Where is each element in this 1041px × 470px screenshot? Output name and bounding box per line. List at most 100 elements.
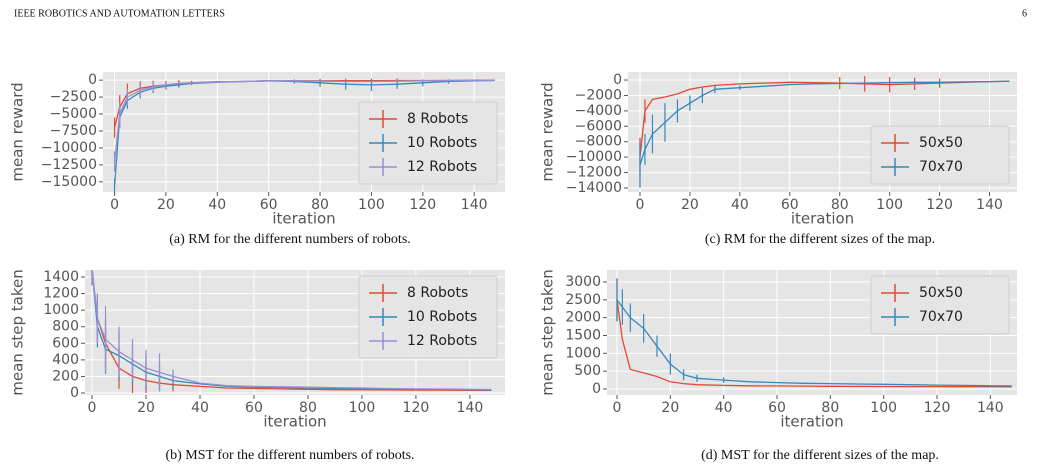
y-tick-label: 400 (52, 352, 79, 368)
x-tick-label: 120 (403, 400, 430, 416)
page-number: 6 (1022, 8, 1027, 19)
y-tick-label: −6000 (575, 118, 622, 134)
y-tick-label: −12500 (41, 157, 97, 173)
figure-caption: (c) RM for the different sizes of the ma… (705, 232, 935, 247)
legend-box (358, 275, 498, 359)
y-tick-label: 2000 (565, 310, 601, 326)
y-axis-label: mean reward (539, 82, 557, 181)
series-group (91, 270, 492, 394)
legend-label: 12 Robots (407, 159, 477, 175)
x-axis-label: iteration (791, 210, 854, 228)
legend-label: 50x50 (919, 135, 963, 151)
x-tick-label: 20 (681, 197, 699, 213)
x-axis-label: iteration (780, 413, 843, 431)
data-line (616, 299, 1012, 388)
figure-caption: (b) MST for the different numbers of rob… (165, 448, 414, 463)
y-tick-label: −5000 (50, 106, 97, 122)
x-tick-label: 120 (926, 197, 953, 213)
y-tick-label: 200 (52, 368, 79, 384)
x-tick-label: 80 (821, 400, 839, 416)
y-tick-label: 0 (613, 72, 622, 88)
y-tick-label: 3000 (565, 274, 601, 290)
x-tick-label: 20 (157, 197, 175, 213)
x-tick-label: 0 (636, 197, 645, 213)
legend-box (870, 125, 1010, 185)
x-tick-label: 60 (260, 197, 278, 213)
data-line (616, 299, 1012, 387)
x-axis-label: iteration (263, 413, 326, 431)
series-group (113, 78, 495, 192)
legend-label: 12 Robots (407, 333, 477, 349)
y-tick-label: 1200 (43, 286, 79, 302)
y-tick-label: −15000 (41, 174, 97, 190)
y-tick-label: 1000 (43, 302, 79, 318)
y-axis-label: mean reward (9, 82, 27, 181)
x-tick-label: 140 (461, 197, 488, 213)
data-line (639, 80, 1010, 166)
series-group (616, 278, 1012, 388)
y-tick-label: −2500 (50, 89, 97, 105)
x-tick-label: 100 (876, 197, 903, 213)
y-tick-label: 2500 (565, 292, 601, 308)
legend-box (870, 275, 1010, 335)
y-tick-label: 500 (574, 363, 601, 379)
y-tick-label: −8000 (575, 134, 622, 150)
y-tick-label: 600 (52, 335, 79, 351)
data-line (113, 79, 495, 162)
y-tick-label: −4000 (575, 103, 622, 119)
legend-label: 50x50 (919, 285, 963, 301)
x-tick-label: 80 (311, 197, 329, 213)
data-line (91, 270, 492, 391)
y-axis-label: mean step taken (9, 269, 27, 395)
y-tick-label: 1400 (43, 269, 79, 285)
x-tick-label: 0 (88, 400, 97, 416)
x-tick-label: 0 (110, 197, 119, 213)
y-tick-label: 1500 (565, 327, 601, 343)
x-tick-label: 80 (299, 400, 317, 416)
data-line (639, 80, 1010, 158)
y-tick-label: 1000 (565, 345, 601, 361)
x-tick-label: 140 (457, 400, 484, 416)
figure-caption: (d) MST for the different sizes of the m… (701, 448, 939, 463)
x-tick-label: 120 (924, 400, 951, 416)
legend-label: 8 Robots (407, 111, 468, 127)
x-tick-label: 80 (831, 197, 849, 213)
x-tick-label: 20 (137, 400, 155, 416)
x-tick-label: 140 (976, 197, 1003, 213)
y-tick-label: −10000 (566, 149, 622, 165)
legend-label: 10 Robots (407, 309, 477, 325)
x-tick-label: 40 (191, 400, 209, 416)
figure-caption: (a) RM for the different numbers of robo… (169, 232, 411, 247)
y-tick-label: 0 (592, 381, 601, 397)
x-tick-label: 40 (731, 197, 749, 213)
y-tick-label: −12000 (566, 165, 622, 181)
x-tick-label: 100 (358, 197, 385, 213)
y-tick-label: 0 (88, 72, 97, 88)
y-tick-label: −2000 (575, 87, 622, 103)
x-tick-label: 40 (208, 197, 226, 213)
x-tick-label: 20 (661, 400, 679, 416)
x-tick-label: 0 (613, 400, 622, 416)
data-line (91, 270, 492, 392)
x-tick-label: 120 (409, 197, 436, 213)
legend-box (358, 101, 498, 185)
running-header: IEEE ROBOTICS AND AUTOMATION LETTERS (14, 8, 225, 19)
x-tick-label: 100 (349, 400, 376, 416)
legend-label: 70x70 (919, 309, 963, 325)
legend-label: 10 Robots (407, 135, 477, 151)
y-tick-label: −7500 (50, 123, 97, 139)
y-tick-label: 800 (52, 319, 79, 335)
x-tick-label: 40 (715, 400, 733, 416)
y-tick-label: 0 (70, 385, 79, 401)
x-tick-label: 100 (870, 400, 897, 416)
legend-label: 70x70 (919, 159, 963, 175)
x-tick-label: 60 (781, 197, 799, 213)
series-group (639, 76, 1010, 188)
x-tick-label: 140 (977, 400, 1004, 416)
x-tick-label: 60 (245, 400, 263, 416)
x-axis-label: iteration (272, 210, 335, 228)
y-tick-label: −14000 (566, 180, 622, 196)
y-axis-label: mean step taken (539, 269, 557, 395)
